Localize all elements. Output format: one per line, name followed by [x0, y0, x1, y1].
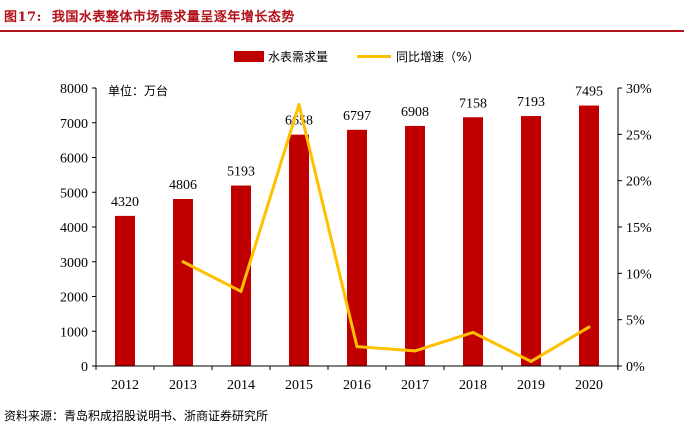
unit-label: 单位：万台	[108, 83, 168, 98]
x-tick-label: 2017	[401, 378, 429, 393]
bar	[579, 105, 599, 366]
growth-point	[297, 103, 301, 107]
y-right-tick-label: 25%	[626, 128, 652, 143]
y-left-tick-label: 8000	[60, 82, 88, 97]
legend-line-label: 同比增速（%）	[396, 50, 479, 64]
x-tick-label: 2015	[285, 378, 313, 393]
growth-point	[181, 260, 185, 264]
growth-line-path	[182, 103, 590, 363]
legend-bar-swatch	[234, 51, 264, 62]
bars	[115, 105, 599, 367]
x-tick-label: 2014	[227, 378, 255, 393]
x-tick-label: 2020	[575, 378, 603, 393]
y-right-tick-label: 30%	[626, 82, 652, 97]
y-left-tick-label: 6000	[60, 152, 88, 167]
growth-line	[181, 103, 591, 363]
bar	[405, 125, 425, 367]
growth-point	[587, 325, 591, 329]
growth-point	[239, 289, 243, 293]
title-rule	[0, 30, 684, 32]
bar	[463, 117, 483, 367]
x-tick-label: 2012	[111, 378, 139, 393]
bar-value-label: 4320	[111, 195, 139, 210]
y-left-tick-label: 3000	[60, 256, 88, 271]
bar	[347, 129, 367, 366]
y-left-tick-label: 4000	[60, 221, 88, 236]
growth-point	[471, 330, 475, 334]
bar-value-label: 7193	[517, 95, 545, 110]
x-tick-label: 2018	[459, 378, 487, 393]
bar-value-label: 5193	[227, 165, 255, 180]
bar-value-label: 7158	[459, 96, 487, 111]
bar	[521, 116, 541, 367]
y-left-tick-label: 7000	[60, 117, 88, 132]
legend: 水表需求量 同比增速（%）	[234, 50, 479, 64]
bar	[289, 134, 309, 366]
x-tick-label: 2019	[517, 378, 545, 393]
bar	[115, 215, 135, 366]
growth-point	[529, 359, 533, 363]
growth-point	[355, 345, 359, 349]
figure-number: 图17:	[4, 10, 42, 25]
chart: 水表需求量 同比增速（%） 4320 4806 5193 6658 6797 6908 715…	[60, 50, 652, 393]
axes: 0 1000 2000 3000 4000 5000 6000 7000 8000 0% 5% 10%…	[60, 82, 652, 393]
bar-value-label: 7495	[575, 85, 603, 100]
bar-value-label: 6658	[285, 114, 313, 129]
x-tick-label: 2013	[169, 378, 197, 393]
y-right-tick-label: 15%	[626, 221, 652, 236]
legend-bar-label: 水表需求量	[268, 50, 328, 64]
bar	[231, 185, 251, 366]
y-right-tick-label: 5%	[626, 314, 645, 329]
y-right-tick-label: 10%	[626, 267, 652, 282]
y-left-tick-label: 1000	[60, 325, 88, 340]
figure-title: 图17: 我国水表整体市场需求量呈逐年增长态势	[4, 6, 295, 25]
y-left-tick-label: 0	[81, 360, 88, 375]
figure-title-text: 我国水表整体市场需求量呈逐年增长态势	[51, 10, 295, 25]
bar-value-label: 4806	[169, 178, 197, 193]
y-right-tick-label: 0%	[626, 360, 645, 375]
bar-value-label: 6908	[401, 105, 429, 120]
bar-value-label: 6797	[343, 109, 371, 124]
y-left-tick-label: 5000	[60, 186, 88, 201]
growth-point	[413, 349, 417, 353]
y-left-tick-label: 2000	[60, 291, 88, 306]
bar	[173, 198, 193, 366]
source-note: 资料来源：青岛积成招股说明书、浙商证券研究所	[4, 409, 269, 423]
y-right-tick-label: 20%	[626, 175, 652, 190]
x-tick-label: 2016	[343, 378, 371, 393]
